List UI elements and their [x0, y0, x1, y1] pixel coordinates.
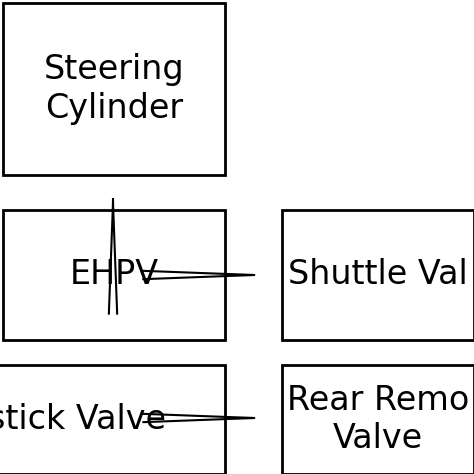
Bar [0, 365, 225, 474]
Text: Shuttle Val: Shuttle Val [288, 258, 468, 292]
Bar [3, 210, 225, 340]
Text: Rear Remo
Valve: Rear Remo Valve [287, 384, 469, 455]
Bar [282, 210, 474, 340]
Text: Steering
Cylinder: Steering Cylinder [44, 54, 184, 125]
Text: EHPV: EHPV [69, 258, 159, 292]
Bar [3, 3, 225, 175]
Bar [282, 365, 474, 474]
Text: Joystick Valve: Joystick Valve [0, 403, 166, 436]
